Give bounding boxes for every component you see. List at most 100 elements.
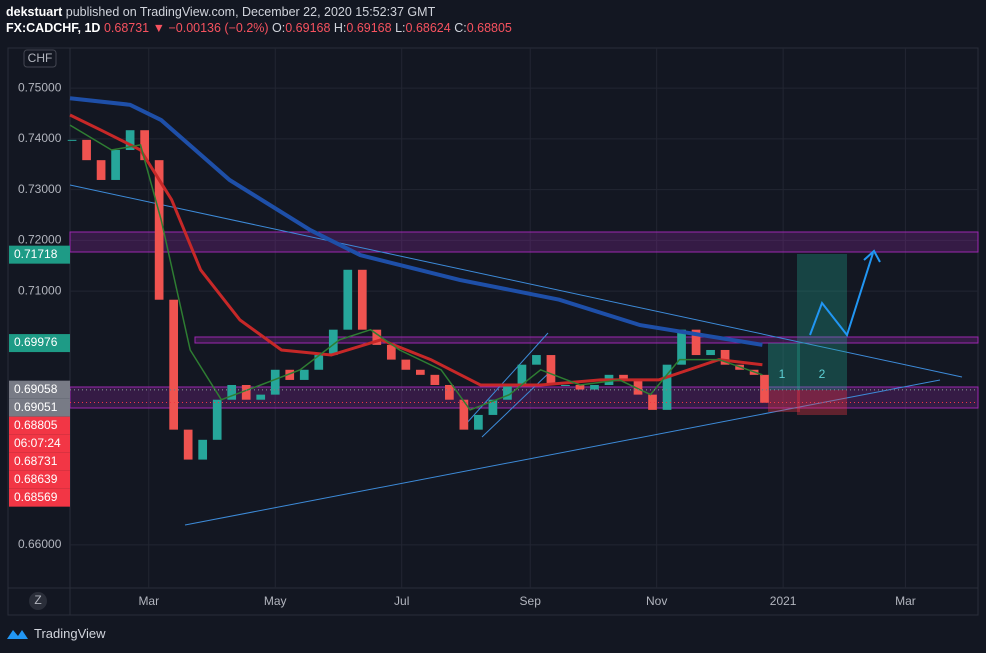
price-label-box	[9, 452, 70, 471]
channel-line	[464, 332, 549, 426]
candle	[488, 399, 498, 415]
candle	[619, 374, 628, 380]
candle	[328, 329, 338, 356]
price-label-box	[9, 380, 70, 399]
candle	[111, 150, 120, 180]
ohlc-key: O:	[272, 21, 286, 35]
grid	[70, 48, 978, 588]
symbol-line: FX:CADCHF, 1D 0.68731 ▼ −0.00136 (−0.2%)…	[6, 20, 512, 36]
currency-box	[23, 49, 57, 68]
candle	[517, 364, 527, 385]
price-label: 0.69058	[14, 382, 58, 396]
candle	[474, 414, 483, 430]
last: 0.68731	[103, 21, 150, 35]
moving-average	[69, 96, 763, 347]
x-tick-label: 2021	[770, 594, 797, 608]
moving-average	[69, 113, 763, 387]
y-tick-label: 0.73000	[18, 182, 62, 196]
candle	[415, 369, 425, 375]
candle	[343, 269, 353, 330]
candle	[532, 355, 541, 365]
candle	[459, 399, 469, 430]
target-box	[797, 254, 847, 390]
candle	[372, 329, 382, 345]
price-label-box	[9, 245, 70, 264]
y-tick-label: 0.75000	[18, 80, 62, 94]
candle	[140, 130, 149, 161]
candle	[401, 359, 411, 370]
trendline	[184, 379, 941, 526]
candle	[241, 384, 251, 400]
zone	[194, 336, 979, 344]
price-label: 0.71718	[14, 247, 58, 261]
price-label: 0.68569	[14, 490, 58, 504]
candle	[198, 439, 208, 460]
annotation: 1	[779, 367, 786, 381]
candle	[183, 429, 193, 460]
candle	[662, 364, 672, 410]
candle	[314, 355, 324, 370]
candle	[590, 384, 599, 390]
price-label-box	[9, 398, 70, 417]
price-label-box	[9, 488, 70, 507]
y-tick-label: 0.74000	[18, 131, 62, 145]
zoom-label[interactable]: Z	[34, 593, 41, 607]
candle	[82, 139, 91, 161]
stop-box	[768, 390, 800, 412]
publish-line: dekstuart published on TradingView.com, …	[6, 4, 512, 20]
price-label: 0.68805	[14, 418, 58, 432]
candle	[67, 139, 77, 141]
header: dekstuart published on TradingView.com, …	[6, 4, 512, 36]
x-tick-label: Jul	[394, 594, 409, 608]
zone	[69, 231, 979, 253]
symbol: FX:CADCHF, 1D	[6, 21, 101, 35]
target-box	[768, 343, 800, 390]
price-label-box	[9, 416, 70, 435]
candle	[648, 394, 657, 410]
currency: CHF	[28, 51, 53, 65]
channel-line	[481, 369, 553, 438]
candle	[256, 394, 266, 400]
x-tick-label: Mar	[895, 594, 916, 608]
x-tick-label: May	[264, 594, 287, 608]
projection-arrow	[809, 249, 881, 338]
candle	[430, 374, 440, 385]
ohlc-key: C:	[454, 21, 467, 35]
candle	[270, 369, 280, 395]
candle	[575, 384, 585, 390]
candle	[125, 130, 135, 151]
publisher: dekstuart	[6, 5, 63, 19]
candle	[706, 349, 715, 356]
ohlc-key: H:	[333, 21, 347, 35]
x-tick-label: Mar	[138, 594, 159, 608]
candle	[691, 329, 701, 356]
ohlc-value: 0.69168	[285, 21, 331, 35]
published: published on TradingView.com, December 2…	[65, 5, 436, 19]
price-label-box	[9, 470, 70, 489]
candle	[445, 384, 454, 400]
candle	[227, 384, 237, 400]
zoom-button[interactable]	[29, 592, 47, 610]
candle	[720, 349, 730, 365]
arrow: ▼	[152, 21, 165, 35]
brand: TradingView	[34, 626, 106, 641]
candle	[677, 329, 686, 365]
y-tick-label: 0.72000	[18, 233, 62, 247]
ohlc-value: 0.68805	[466, 21, 512, 35]
candle	[285, 369, 295, 380]
x-tick-label: Nov	[646, 594, 667, 608]
price-label: 0.69051	[14, 400, 58, 414]
candle	[386, 344, 396, 360]
ohlc-key: L:	[395, 21, 406, 35]
ohlc-value: 0.69168	[346, 21, 392, 35]
ohlc: O:0.69168 H:0.69168 L:0.68624 C:0.68805	[272, 21, 512, 35]
candle	[96, 160, 106, 180]
candle	[169, 299, 179, 430]
plot: 0.75000 0.74000 0.73000 0.72000 0.71000 0.660…	[9, 80, 978, 608]
candle	[154, 160, 164, 300]
y-tick-label: 0.71000	[18, 283, 62, 297]
candle	[633, 379, 643, 395]
x-tick-label: Sep	[520, 594, 542, 608]
